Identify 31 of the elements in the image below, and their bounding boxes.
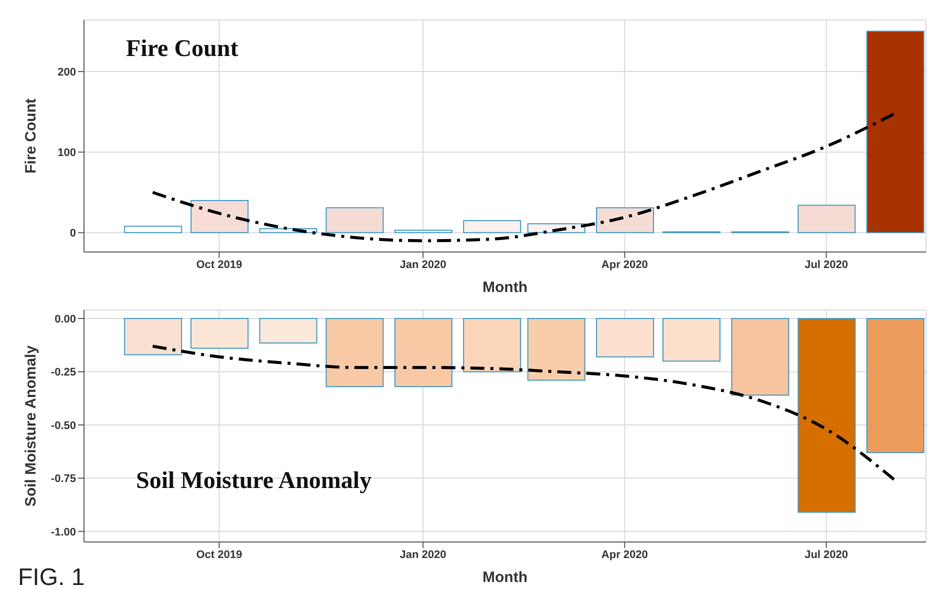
y-tick-label: -0.25 — [50, 366, 76, 379]
text: Soil Moisture Anomaly — [136, 468, 372, 495]
bar — [190, 200, 249, 234]
line-series — [151, 112, 896, 242]
x-axis-title: Month — [482, 279, 528, 296]
x-tick-label: Jan 2020 — [400, 548, 446, 561]
x-tick-label: Apr 2020 — [601, 258, 648, 271]
x-tick-label: Jan 2020 — [400, 258, 446, 271]
y-axis-title: Fire Count — [22, 98, 40, 174]
x-tick-label: Apr 2020 — [601, 548, 648, 561]
caption: FIG. 1 — [18, 564, 85, 590]
x-tick-label: Jul 2020 — [804, 548, 848, 561]
y-tick-label: 100 — [58, 147, 76, 160]
bar — [326, 207, 384, 234]
y-tick-label: 200 — [58, 66, 76, 78]
x-tick-label: Jul 2020 — [804, 258, 848, 271]
y-tick-label: -1.00 — [50, 526, 76, 538]
text: Fire Count — [126, 36, 238, 63]
x-axis-title: Month — [482, 569, 528, 586]
bar — [798, 204, 856, 234]
y-tick-label: 0 — [70, 228, 76, 240]
x-tick-label: Oct 2019 — [196, 548, 242, 561]
bar — [596, 207, 654, 234]
y-tick-label: -0.50 — [50, 420, 76, 432]
bar — [463, 220, 522, 234]
y-axis-title: Soil Moisture Anomaly — [22, 344, 40, 507]
bar — [124, 226, 182, 234]
y-tick-label: 0.00 — [54, 313, 76, 326]
x-tick-label: Oct 2019 — [196, 258, 242, 271]
bar — [866, 30, 924, 234]
y-tick-label: -0.75 — [50, 473, 76, 486]
